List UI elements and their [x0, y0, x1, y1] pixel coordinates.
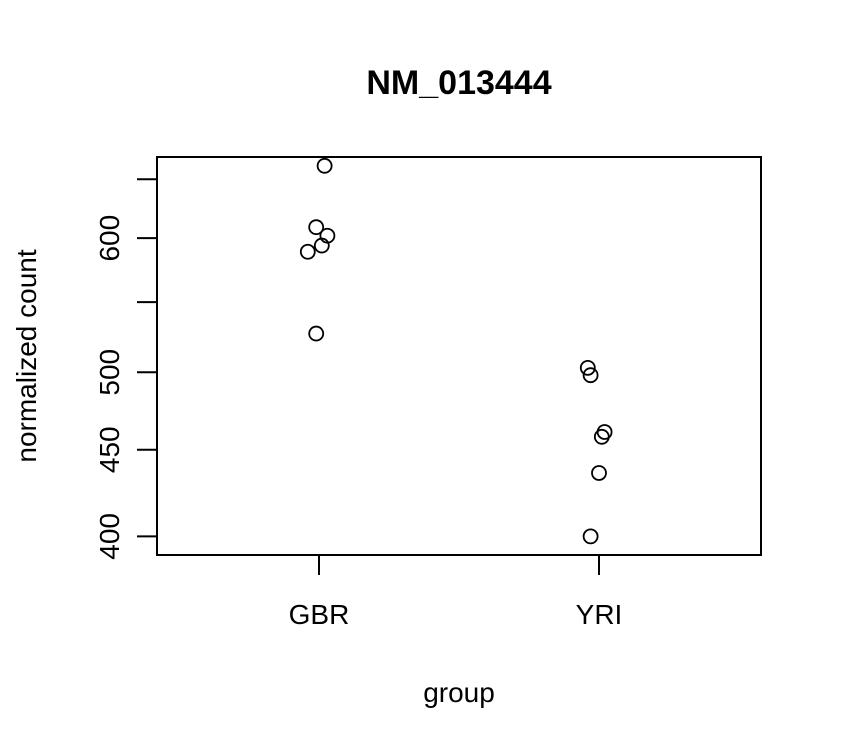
data-points: [299, 157, 613, 545]
x-tick-label: GBR: [289, 599, 350, 630]
data-point: [582, 367, 599, 384]
data-point: [308, 325, 325, 342]
data-point: [582, 528, 599, 545]
x-tick-label: YRI: [576, 599, 623, 630]
data-point: [299, 243, 316, 260]
chart-title: NM_013444: [366, 64, 551, 102]
data-point: [579, 359, 596, 376]
y-tick-label: 450: [94, 426, 125, 473]
y-axis-label: normalized count: [11, 249, 42, 462]
plot-frame: [156, 156, 762, 556]
data-point: [313, 237, 330, 254]
data-point: [591, 465, 607, 481]
y-axis: 400 450 500 600: [94, 178, 157, 560]
data-point: [308, 219, 325, 236]
y-tick-label: 400: [94, 513, 125, 560]
x-axis-label: group: [423, 677, 495, 708]
y-tick-label: 500: [94, 349, 125, 396]
x-axis: GBR YRI: [289, 555, 623, 630]
data-point: [316, 157, 333, 174]
y-tick-label: 600: [94, 215, 125, 262]
data-point: [593, 428, 610, 445]
